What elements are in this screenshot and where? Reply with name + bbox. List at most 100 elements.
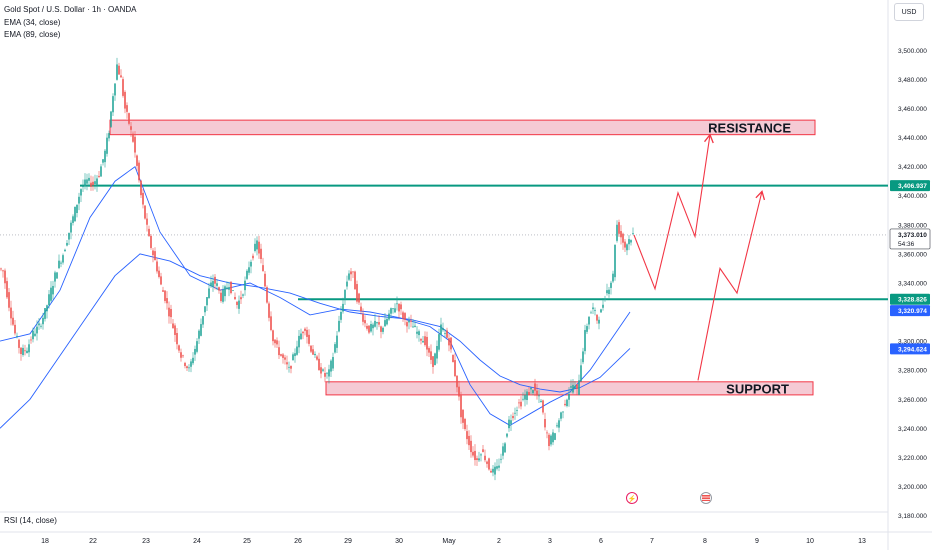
candle-body [372, 324, 374, 329]
candle-body [226, 287, 228, 290]
candle-body [122, 79, 124, 96]
candle-body [514, 412, 516, 414]
candle-body [302, 331, 304, 334]
candle-body [524, 395, 526, 400]
candle-body [538, 395, 540, 397]
candle-body [440, 324, 442, 335]
candle-body [534, 383, 536, 391]
candle-body [82, 186, 84, 188]
price-tag-label: 3,328.826 [898, 297, 927, 304]
candle-body [186, 366, 188, 369]
candle-body [22, 347, 24, 356]
candle-body [144, 205, 146, 219]
candle-body [150, 235, 152, 248]
candle-body [486, 461, 488, 464]
y-tick-label: 3,180.000 [898, 513, 927, 520]
candle-body [94, 181, 96, 185]
candle-body [206, 297, 208, 306]
candle-body [104, 150, 106, 163]
candle-body [48, 294, 50, 306]
candle-body [600, 309, 602, 313]
candle-body [352, 271, 354, 273]
candle-body [320, 367, 322, 374]
candle-body [50, 287, 52, 301]
candle-body [236, 301, 238, 305]
candle-body [314, 353, 316, 356]
candle-body [60, 262, 62, 264]
candle-body [28, 344, 30, 353]
candle-body [518, 402, 520, 404]
price-tag [890, 293, 930, 305]
candle-body [536, 390, 538, 396]
candle-body [132, 133, 134, 142]
candle-body [342, 303, 344, 312]
candle-body [292, 354, 294, 361]
candle-body [520, 401, 522, 407]
candle-body [562, 411, 564, 413]
candle-body [308, 334, 310, 344]
candle-body [234, 296, 236, 300]
candle-body [396, 303, 398, 305]
candle-body [416, 331, 418, 334]
candle-body [400, 304, 402, 310]
candle-body [200, 324, 202, 336]
candle-body [626, 244, 628, 251]
candle-body [242, 294, 244, 296]
candle-body [364, 320, 366, 324]
x-tick-label: 18 [41, 538, 49, 545]
candle-body [572, 384, 574, 393]
currency-button[interactable]: USD [894, 3, 924, 21]
candle-body [136, 155, 138, 166]
candle-body [68, 232, 70, 240]
candle-body [18, 339, 20, 348]
candle-body [564, 403, 566, 406]
candle-body [544, 419, 546, 428]
candle-body [448, 338, 450, 346]
price-tag [890, 180, 930, 192]
candle-body [616, 224, 618, 241]
candle-body [58, 260, 60, 269]
candle-body [16, 335, 18, 337]
candle-body [294, 353, 296, 357]
candle-body [36, 326, 38, 334]
resistance-label: RESISTANCE [708, 120, 791, 135]
candle-body [492, 468, 494, 473]
support-label: SUPPORT [726, 381, 789, 396]
candle-body [102, 159, 104, 163]
candle-body [172, 323, 174, 329]
candle-body [580, 365, 582, 382]
ema-89-legend: EMA (89, close) [4, 30, 61, 39]
candle-body [406, 322, 408, 327]
candle-body [322, 369, 324, 371]
price-tag [890, 343, 930, 355]
candle-body [370, 324, 372, 332]
rsi-legend: RSI (14, close) [4, 516, 57, 525]
candle-body [230, 281, 232, 294]
candle-body [472, 451, 474, 456]
candle-body [340, 311, 342, 320]
candle-body [270, 316, 272, 331]
candle-body [362, 313, 364, 322]
candle-body [156, 261, 158, 272]
candle-body [114, 83, 116, 96]
candle-body [324, 373, 326, 377]
x-tick-label: 22 [89, 538, 97, 545]
candle-body [304, 328, 306, 331]
candle-body [420, 339, 422, 341]
candle-body [604, 298, 606, 300]
y-tick-label: 3,240.000 [898, 426, 927, 433]
candle-body [456, 375, 458, 388]
candle-body [14, 324, 16, 334]
candle-body [282, 354, 284, 358]
candle-body [84, 179, 86, 187]
x-tick-label: 30 [395, 538, 403, 545]
candle-body [196, 341, 198, 352]
candle-body [298, 335, 300, 348]
candle-body [382, 327, 384, 332]
candle-body [560, 412, 562, 419]
candle-body [452, 355, 454, 363]
candle-body [450, 337, 452, 350]
ema-89-line [0, 253, 631, 429]
candle-body [216, 283, 218, 286]
